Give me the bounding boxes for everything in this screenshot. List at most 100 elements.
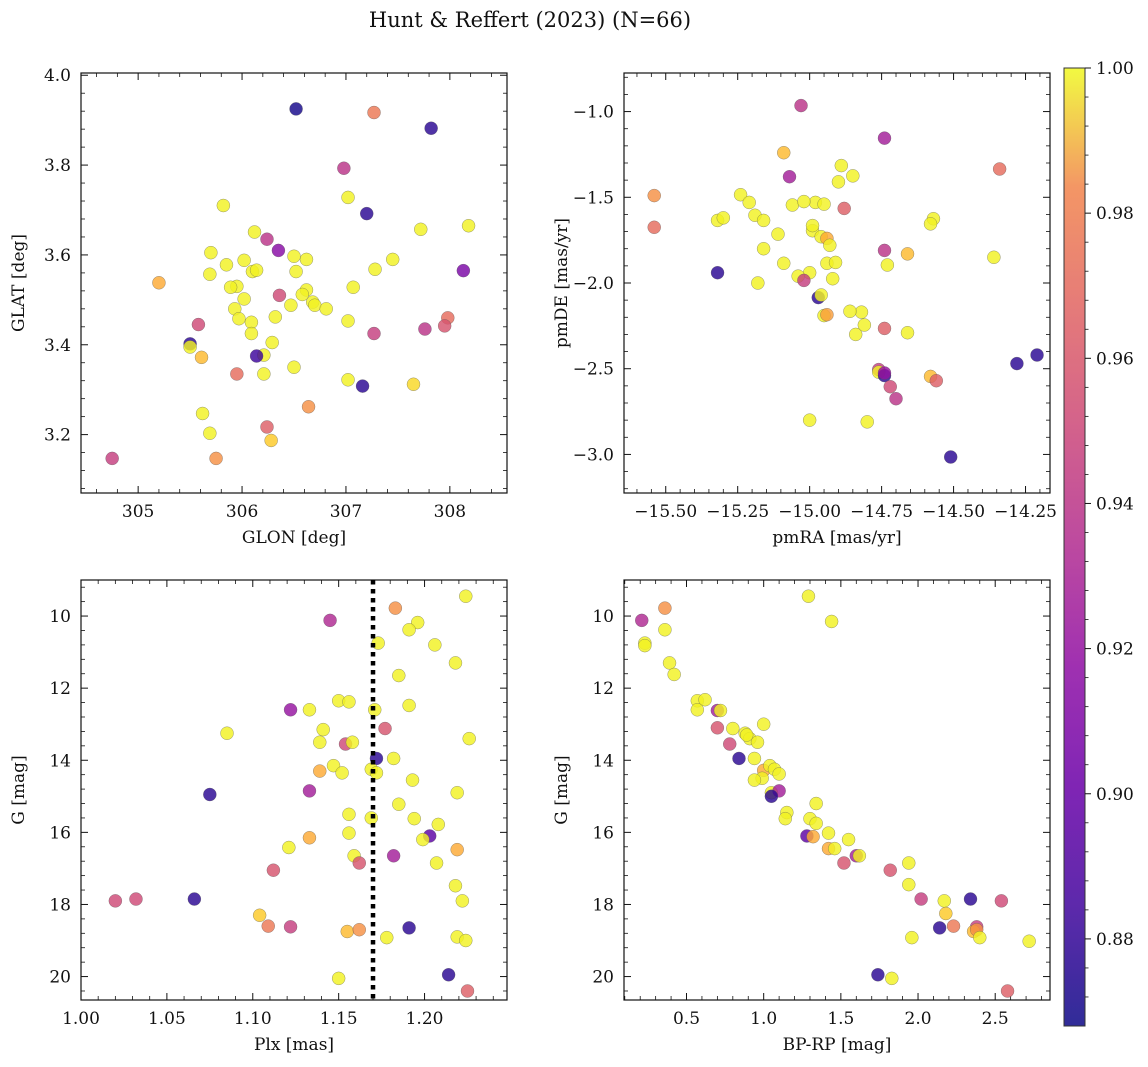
x-tick-label: 1.10 <box>234 1009 272 1029</box>
scatter-points <box>108 589 476 998</box>
scatter-point <box>914 892 928 906</box>
scatter-point <box>821 826 836 840</box>
scatter-point <box>809 816 823 831</box>
panel-lb: 305 306 307 308 3.2 3.4 3.6 3.8 4.0 GLON [deg] GLA… <box>9 66 508 548</box>
scatter-point <box>834 158 849 173</box>
scatter-point <box>431 817 446 832</box>
scatter-point <box>272 288 287 303</box>
scatter-point <box>203 267 217 281</box>
colorbar-gradient <box>1063 67 1086 1027</box>
x-tick-label: 306 <box>226 502 258 522</box>
scatter-point <box>946 919 961 933</box>
scatter-point <box>837 201 851 216</box>
scatter-point <box>871 968 885 982</box>
scatter-point <box>848 327 863 342</box>
colorbar-tick-label: 0.96 <box>1096 349 1134 369</box>
scatter-point <box>1000 984 1015 998</box>
scatter-point <box>992 162 1007 176</box>
scatter-point <box>418 322 432 336</box>
scatter-point <box>386 849 401 863</box>
y-axis-label: G [mag] <box>9 755 29 824</box>
scatter-point <box>203 787 217 802</box>
panel-cmd: 0.5 1.0 1.5 2.0 2.5 10 12 14 16 18 20 BP-RP [mag] G … <box>552 579 1051 1055</box>
scatter-point <box>402 921 416 935</box>
x-axis-label: BP-RP [mag] <box>783 1035 892 1055</box>
scatter-point <box>450 842 464 857</box>
scatter-point <box>726 721 740 736</box>
x-tick-label: 2.5 <box>982 1009 1009 1029</box>
scatter-point <box>764 789 779 804</box>
x-tick-label: 1.0 <box>750 1009 777 1029</box>
scatter-point <box>194 350 209 365</box>
scatter-point <box>877 243 892 258</box>
scatter-point <box>261 919 275 933</box>
x-axis-label: Plx [mas] <box>254 1035 334 1055</box>
scatter-point <box>352 922 367 937</box>
scatter-point <box>883 379 897 394</box>
scatter-point <box>187 892 202 906</box>
scatter-point <box>437 319 452 333</box>
scatter-point <box>772 767 786 781</box>
scatter-point <box>841 832 856 847</box>
scatter-point <box>223 280 238 295</box>
scatter-point <box>428 638 442 652</box>
y-tick-label: 16 <box>592 823 614 843</box>
scatter-point <box>355 379 370 393</box>
scatter-point <box>220 726 234 740</box>
scatter-point <box>283 920 298 934</box>
scatter-point <box>814 288 828 302</box>
scatter-point <box>448 878 463 893</box>
scatter-point <box>341 373 355 387</box>
scatter-point <box>341 314 355 328</box>
scatter-point <box>802 413 817 427</box>
scatter-point <box>367 326 381 341</box>
scatter-point <box>283 703 298 717</box>
scatter-point <box>289 102 303 116</box>
scatter-point <box>302 703 317 717</box>
scatter-point <box>889 391 903 406</box>
scatter-point <box>831 175 846 189</box>
scatter-point <box>302 831 317 845</box>
scatter-point <box>827 841 842 856</box>
scatter-point <box>797 273 811 288</box>
scatter-point <box>368 262 382 277</box>
scatter-point <box>342 826 356 840</box>
colorbar: 0.88 0.90 0.92 0.94 0.96 0.98 1.00 <box>1063 59 1134 1027</box>
y-tick-label: 10 <box>592 607 614 627</box>
scatter-point <box>301 400 316 414</box>
scatter-point <box>782 169 797 184</box>
scatter-point <box>299 252 314 267</box>
y-tick-label: 4.0 <box>44 66 71 86</box>
scatter-point <box>282 840 296 855</box>
scatter-point <box>230 367 244 381</box>
y-tick-label: 14 <box>49 751 71 771</box>
scatter-point <box>817 197 831 211</box>
scatter-points <box>635 589 1036 998</box>
scatter-point <box>722 737 737 751</box>
scatter-point <box>805 218 820 233</box>
scatter-point <box>266 863 281 877</box>
scatter-point <box>880 258 895 272</box>
scatter-point <box>237 292 251 306</box>
x-tick-label: 307 <box>330 502 362 522</box>
x-axis-label: pmRA [mas/yr] <box>772 528 901 548</box>
scatter-point <box>129 892 143 906</box>
scatter-point <box>407 811 421 826</box>
scatter-point <box>900 247 915 261</box>
scatter-point <box>837 856 851 870</box>
scatter-point <box>459 589 473 603</box>
scatter-point <box>747 773 762 787</box>
scatter-point <box>414 222 428 237</box>
scatter-point <box>313 735 327 749</box>
scatter-point <box>698 692 712 707</box>
scatter-point <box>846 169 860 183</box>
scatter-point <box>932 921 947 935</box>
scatter-point <box>302 784 317 798</box>
scatter-point <box>973 930 987 945</box>
scatter-point <box>809 796 823 811</box>
scatter-point <box>1030 348 1044 362</box>
scatter-point <box>342 695 356 709</box>
scatter-point <box>323 613 337 628</box>
x-tick-label: 305 <box>122 502 154 522</box>
scatter-point <box>460 984 475 998</box>
